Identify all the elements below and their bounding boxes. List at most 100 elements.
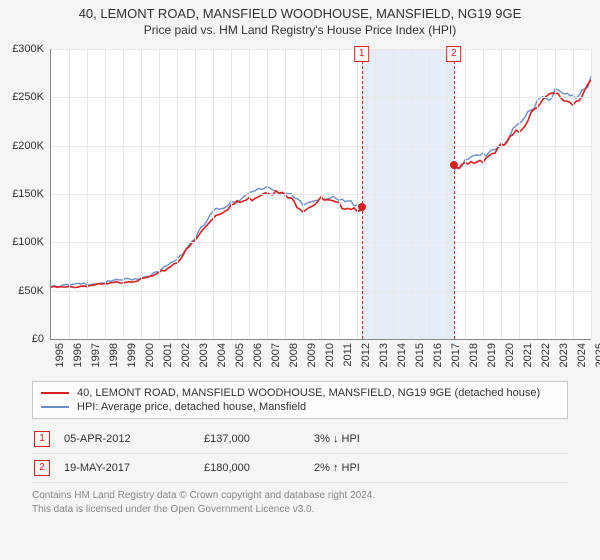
- gridline-vertical: [213, 49, 214, 339]
- x-axis-label: 2021: [522, 343, 534, 367]
- marker-dot: [450, 161, 458, 169]
- x-axis-label: 2004: [216, 343, 228, 367]
- attribution: Contains HM Land Registry data © Crown c…: [32, 489, 568, 516]
- x-axis-label: 2013: [378, 343, 390, 367]
- gridline-vertical: [411, 49, 412, 339]
- legend-label: 40, LEMONT ROAD, MANSFIELD WOODHOUSE, MA…: [77, 387, 540, 399]
- gridline-vertical: [555, 49, 556, 339]
- x-axis-label: 1998: [108, 343, 120, 367]
- legend-row: 40, LEMONT ROAD, MANSFIELD WOODHOUSE, MA…: [41, 386, 559, 400]
- gridline-vertical: [141, 49, 142, 339]
- attribution-line: Contains HM Land Registry data © Crown c…: [32, 489, 568, 503]
- legend-label: HPI: Average price, detached house, Mans…: [77, 401, 306, 413]
- gridline-vertical: [177, 49, 178, 339]
- attribution-line: This data is licensed under the Open Gov…: [32, 503, 568, 517]
- gridline-vertical: [483, 49, 484, 339]
- chart-titles: 40, LEMONT ROAD, MANSFIELD WOODHOUSE, MA…: [0, 0, 600, 39]
- x-axis-label: 2010: [324, 343, 336, 367]
- y-axis-label: £100K: [12, 236, 44, 248]
- gridline-vertical: [87, 49, 88, 339]
- marker-label: 2: [446, 46, 462, 62]
- event-row: 2 19-MAY-2017£180,0002% ↑ HPI: [32, 454, 568, 483]
- chart-subtitle: Price paid vs. HM Land Registry's House …: [0, 23, 600, 37]
- event-date: 05-APR-2012: [64, 433, 204, 445]
- x-axis-label: 2008: [288, 343, 300, 367]
- event-date: 19-MAY-2017: [64, 462, 204, 474]
- event-price: £180,000: [204, 462, 314, 474]
- gridline-vertical: [267, 49, 268, 339]
- y-axis-label: £300K: [12, 43, 44, 55]
- x-axis-label: 2014: [396, 343, 408, 367]
- gridline-vertical: [303, 49, 304, 339]
- x-axis-label: 2017: [450, 343, 462, 367]
- gridline-vertical: [537, 49, 538, 339]
- legend-row: HPI: Average price, detached house, Mans…: [41, 400, 559, 414]
- marker-dot: [358, 203, 366, 211]
- x-axis-label: 2001: [162, 343, 174, 367]
- event-badge: 1: [34, 431, 50, 447]
- x-axis-label: 2012: [360, 343, 372, 367]
- event-badge: 2: [34, 460, 50, 476]
- gridline-vertical: [519, 49, 520, 339]
- chart-container: 40, LEMONT ROAD, MANSFIELD WOODHOUSE, MA…: [0, 0, 600, 560]
- gridline-vertical: [249, 49, 250, 339]
- x-axis-label: 2015: [414, 343, 426, 367]
- gridline-vertical: [465, 49, 466, 339]
- gridline-vertical: [501, 49, 502, 339]
- x-axis-label: 1995: [54, 343, 66, 367]
- gridline-vertical: [195, 49, 196, 339]
- gridline-vertical: [357, 49, 358, 339]
- x-axis-label: 2019: [486, 343, 498, 367]
- x-axis-label: 2023: [558, 343, 570, 367]
- event-delta: 3% ↓ HPI: [314, 433, 568, 445]
- y-axis-label: £150K: [12, 188, 44, 200]
- x-axis-label: 2025: [594, 343, 600, 367]
- y-axis-label: £200K: [12, 140, 44, 152]
- marker-vline: [362, 61, 363, 339]
- event-row: 105-APR-2012£137,0003% ↓ HPI: [32, 425, 568, 454]
- gridline-vertical: [159, 49, 160, 339]
- plot-region: 12: [50, 49, 591, 340]
- gridline-vertical: [123, 49, 124, 339]
- x-axis-label: 1996: [72, 343, 84, 367]
- legend: 40, LEMONT ROAD, MANSFIELD WOODHOUSE, MA…: [32, 381, 568, 419]
- y-axis-label: £0: [32, 333, 44, 345]
- x-axis-label: 1997: [90, 343, 102, 367]
- gridline-vertical: [285, 49, 286, 339]
- x-axis-label: 2020: [504, 343, 516, 367]
- y-axis-label: £250K: [12, 91, 44, 103]
- x-axis-label: 1999: [126, 343, 138, 367]
- x-axis-label: 2018: [468, 343, 480, 367]
- y-axis-label: £50K: [18, 285, 44, 297]
- gridline-vertical: [573, 49, 574, 339]
- gridline-vertical: [447, 49, 448, 339]
- gridline-vertical: [231, 49, 232, 339]
- x-axis-label: 2016: [432, 343, 444, 367]
- event-delta: 2% ↑ HPI: [314, 462, 568, 474]
- gridline-vertical: [429, 49, 430, 339]
- gridline-vertical: [321, 49, 322, 339]
- x-axis-label: 2003: [198, 343, 210, 367]
- chart-title: 40, LEMONT ROAD, MANSFIELD WOODHOUSE, MA…: [0, 6, 600, 21]
- gridline-vertical: [69, 49, 70, 339]
- gridline-vertical: [375, 49, 376, 339]
- x-axis-label: 2006: [252, 343, 264, 367]
- x-axis-label: 2024: [576, 343, 588, 367]
- marker-label: 1: [354, 46, 370, 62]
- x-axis-label: 2000: [144, 343, 156, 367]
- gridline-vertical: [105, 49, 106, 339]
- gridline-vertical: [591, 49, 592, 339]
- marker-vline: [454, 61, 455, 339]
- gridline-vertical: [339, 49, 340, 339]
- legend-swatch: [41, 406, 69, 408]
- x-axis-label: 2022: [540, 343, 552, 367]
- chart-area: 12 £0£50K£100K£150K£200K£250K£300K199519…: [0, 39, 600, 379]
- x-axis-label: 2002: [180, 343, 192, 367]
- x-axis-label: 2007: [270, 343, 282, 367]
- gridline-vertical: [393, 49, 394, 339]
- x-axis-label: 2009: [306, 343, 318, 367]
- event-table: 105-APR-2012£137,0003% ↓ HPI219-MAY-2017…: [32, 425, 568, 483]
- x-axis-label: 2011: [342, 343, 354, 367]
- legend-swatch: [41, 392, 69, 394]
- x-axis-label: 2005: [234, 343, 246, 367]
